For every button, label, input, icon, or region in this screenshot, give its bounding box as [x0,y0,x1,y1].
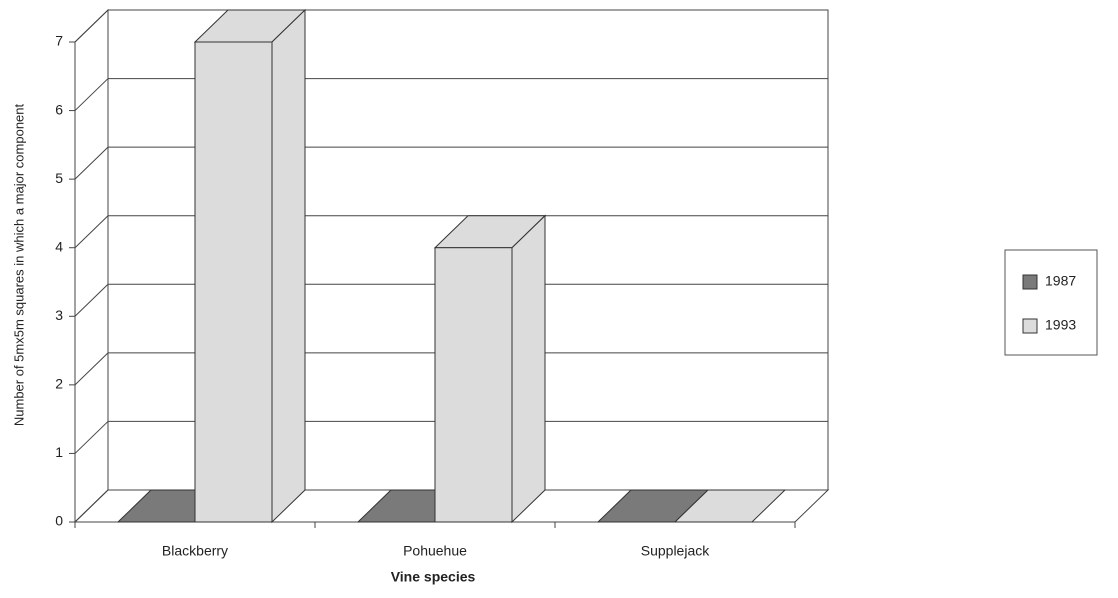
left-wall [74,8,109,524]
x-tick-label: Supplejack [641,543,710,559]
y-tick-label: 0 [55,513,63,529]
grid-line [74,421,109,454]
bar-top [673,489,787,523]
grid-line [74,283,109,317]
legend-swatch [1022,318,1038,334]
y-tick-label: 3 [55,307,63,323]
y-tick-label: 5 [55,170,63,186]
bar-side [511,214,546,524]
legend-box [1004,249,1098,356]
x-axis-label: Vine species [391,569,476,585]
grid-line [74,78,109,111]
y-axis-label: Number of 5mx5m squares in which a major… [11,103,26,426]
grid-line [74,9,109,43]
x-tick-label: Pohuehue [403,543,467,559]
legend-label: 1987 [1045,273,1076,289]
legend-swatch [1022,274,1038,290]
grid-line [74,489,109,523]
y-tick-label: 2 [55,376,63,392]
bar-front [194,41,273,523]
y-tick-label: 6 [55,101,63,117]
legend-label: 1993 [1045,317,1076,333]
x-tick-label: Blackberry [162,543,228,559]
grid-line [74,215,109,249]
grid-line [74,146,109,180]
y-tick-label: 1 [55,444,63,460]
bar-front [434,247,513,523]
y-tick-label: 7 [55,33,63,49]
grid-line [74,352,109,386]
bar-side [271,8,306,524]
y-tick-label: 4 [55,238,63,254]
